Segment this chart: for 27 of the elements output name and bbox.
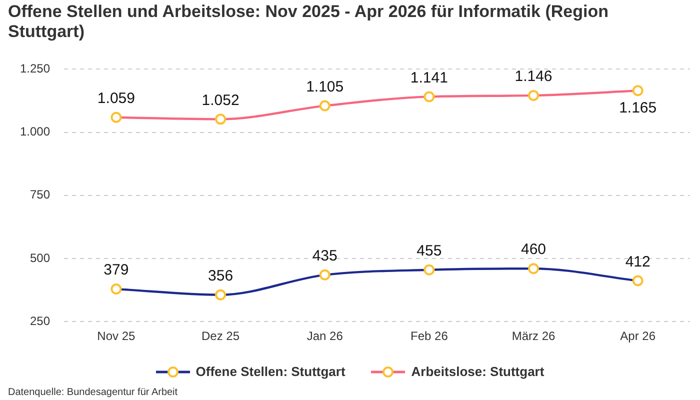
chart-title: Offene Stellen und Arbeitslose: Nov 2025 - Apr 2026 für Informatik (Region Stuttgart) xyxy=(8,2,610,42)
x-tick-label: Jan 26 xyxy=(306,329,344,344)
data-label: 1.146 xyxy=(514,68,552,86)
data-label: 379 xyxy=(104,262,129,279)
data-label: 1.165 xyxy=(619,99,657,116)
x-tick-label: März 26 xyxy=(512,329,556,344)
x-tick-label: Nov 25 xyxy=(97,329,136,344)
legend-label: Arbeitslose: Stuttgart xyxy=(411,364,544,379)
data-label: 1.059 xyxy=(97,90,135,108)
data-label: 1.105 xyxy=(306,78,344,96)
data-label: 1.052 xyxy=(202,92,240,109)
data-label: 455 xyxy=(416,242,442,260)
data-label: 460 xyxy=(520,241,546,258)
y-tick-label: 250 xyxy=(30,314,50,328)
data-label: 1.141 xyxy=(410,69,448,86)
y-tick-label: 500 xyxy=(30,250,50,265)
x-tick-label: Feb 26 xyxy=(410,329,448,344)
y-tick-label: 750 xyxy=(30,188,50,202)
x-tick-label: Apr 26 xyxy=(620,329,656,344)
legend-label: Offene Stellen: Stuttgart xyxy=(196,364,346,379)
data-label: 356 xyxy=(208,267,234,284)
y-tick-label: 1.000 xyxy=(20,124,50,139)
x-tick-label: Dez 25 xyxy=(202,329,240,344)
y-tick-label: 1.250 xyxy=(20,62,50,76)
text: Datenquelle: Bundesagentur für Arbeit xyxy=(8,387,178,398)
data-label: 435 xyxy=(312,248,338,265)
data-label: 412 xyxy=(625,253,650,270)
